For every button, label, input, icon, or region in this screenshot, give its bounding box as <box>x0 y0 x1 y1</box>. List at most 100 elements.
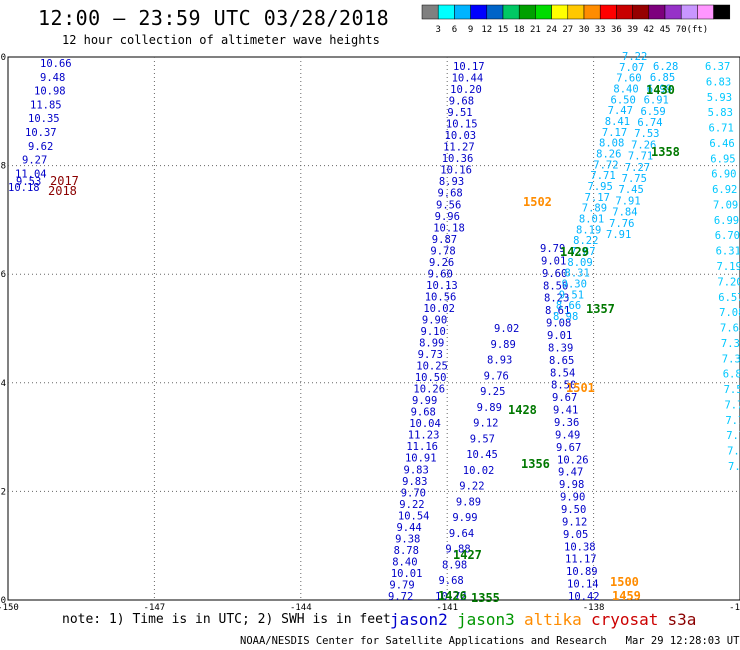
page-title: 12:00 – 23:59 UTC 03/28/2018 <box>38 6 390 30</box>
wave-height-label: 8.61 <box>545 305 570 317</box>
wave-height-label: 9.73 <box>418 349 443 361</box>
wave-height-label: 7. <box>727 446 740 458</box>
x-tick-labels: -150 -147 -144 -141 -138 -135 <box>0 603 740 613</box>
wave-height-label: 7.38 <box>721 338 740 350</box>
wave-height-label: 9.67 <box>552 392 577 404</box>
wave-height-label: 8.65 <box>549 355 574 367</box>
wave-height-label: 10.14 <box>567 579 599 591</box>
x-tick-label: -141 <box>436 603 458 613</box>
wave-height-label: 10.26 <box>557 454 589 466</box>
x-tick-label: -144 <box>290 603 312 613</box>
wave-height-label: 10.38 <box>564 541 596 553</box>
pass-time-label: 1501 <box>566 381 595 395</box>
wave-height-label: 9.79 <box>389 579 414 591</box>
wave-height-label: 7.27 <box>625 162 650 174</box>
wave-height-label: 8.93 <box>487 355 512 367</box>
pass-time-labels: 1430 1358 1502 1429 1357 1501 1428 1356 1427 1500… <box>438 83 680 605</box>
colorbar-swatch <box>616 4 633 20</box>
pass-time-label: 1356 <box>521 457 550 471</box>
wave-height-label: 7.07 <box>619 62 644 74</box>
wave-height-label: 9.99 <box>452 512 477 524</box>
y-tick-label: 26 <box>0 270 6 280</box>
colorbar-label: 6 <box>452 25 457 35</box>
colorbar-label: 36 <box>611 25 622 35</box>
wave-height-label: 9.49 <box>555 429 580 441</box>
wave-height-label: 7.7 <box>726 430 740 442</box>
wave-height-label: 6.99 <box>647 83 672 95</box>
y-tick-label: 30 <box>0 53 6 63</box>
colorbar-label: 39 <box>627 25 638 35</box>
colorbar-label: 15 <box>498 25 509 35</box>
wave-height-label: 10.18 <box>433 222 465 234</box>
wave-height-label: 10.02 <box>463 465 495 477</box>
wave-height-label: 10.45 <box>466 449 498 461</box>
colorbar-label: 3 <box>435 25 440 35</box>
wave-height-label: 6.59 <box>640 106 665 118</box>
wave-height-label: 10.13 <box>426 280 458 292</box>
wave-height-label: 7.45 <box>619 184 644 196</box>
wave-height-label: 9.25 <box>480 386 505 398</box>
wave-height-label: 5.93 <box>707 92 732 104</box>
wave-height-label: 9.83 <box>402 476 427 488</box>
wave-height-label: 6.70 <box>715 230 740 242</box>
wave-height-label: 9.02 <box>494 323 519 335</box>
colorbar-swatch <box>664 4 682 20</box>
wave-height-label: 9.68 <box>437 188 462 200</box>
wave-height-label: 9.48 <box>40 72 65 84</box>
colorbar-swatch <box>535 4 552 20</box>
pass-time-label: 1502 <box>523 195 552 209</box>
wave-height-label: 7.09 <box>713 199 738 211</box>
wave-height-label: 9.27 <box>22 155 47 167</box>
colorbar: 3 6 9 12 15 18 21 24 27 30 33 36 39 42 45 70 (ft) <box>421 4 731 35</box>
wave-height-label: 8.23 <box>544 293 569 305</box>
wave-height-label: 11.85 <box>30 99 62 111</box>
pass-time-label: 1459 <box>612 589 641 603</box>
wave-height-label: 5.83 <box>708 107 733 119</box>
wave-height-label: 10.66 <box>40 58 72 70</box>
wave-height-label: 6.57 <box>718 292 740 304</box>
y-tick-label: 22 <box>0 487 6 497</box>
wave-height-label: 8.08 <box>599 138 624 150</box>
wave-height-label: 7.5 <box>724 384 740 396</box>
colorbar-label: 30 <box>579 25 590 35</box>
pass-time-label: 1357 <box>586 302 615 316</box>
wave-height-label: 10.35 <box>28 113 60 125</box>
colorbar-label: 21 <box>530 25 541 35</box>
wave-height-label: 6.91 <box>644 95 669 107</box>
wave-height-label: 10.50 <box>415 372 447 384</box>
wave-height-label: 10.36 <box>442 153 474 165</box>
plot-frame <box>7 56 740 601</box>
wave-height-label: 6.71 <box>709 123 734 135</box>
colorbar-label: 9 <box>468 25 473 35</box>
wave-height-label: 6.28 <box>653 61 678 73</box>
colorbar-swatch <box>437 4 455 20</box>
wave-height-label: 9.05 <box>563 529 588 541</box>
satellite-legend-item: jason3 <box>457 610 515 629</box>
wave-height-label: 9.26 <box>429 257 454 269</box>
wave-height-label: 9.68 <box>449 96 474 108</box>
wave-height-label: 6.74 <box>637 117 662 129</box>
wave-height-label: 9.53 <box>16 176 41 188</box>
wave-height-label: 10.98 <box>34 86 66 98</box>
wave-height-label: 8.31 <box>565 268 590 280</box>
wave-height-label: 7.91 <box>606 229 631 241</box>
wave-height-label: 9.56 <box>436 199 461 211</box>
wave-height-label: 6.99 <box>714 215 739 227</box>
colorbar-swatch <box>421 4 439 20</box>
wave-height-label: 7.20 <box>717 276 740 288</box>
colorbar-swatch <box>648 4 666 20</box>
wave-height-label: 9.68 <box>411 407 436 419</box>
x-tick-label: -150 <box>0 603 19 613</box>
wave-height-label: 8.22 <box>573 235 598 247</box>
pass-time-label: 1429 <box>560 245 589 259</box>
wave-height-label: 10.03 <box>445 130 477 142</box>
colorbar-label: 42 <box>643 25 654 35</box>
wave-height-label: 9.88 <box>445 544 470 556</box>
colorbar-label: 33 <box>595 25 606 35</box>
wave-height-label: 10.91 <box>405 453 437 465</box>
wave-height-label: 8.93 <box>439 176 464 188</box>
wave-height-label: 9.36 <box>554 417 579 429</box>
colorbar-swatch <box>697 4 714 20</box>
wave-height-label: 7.89 <box>582 203 607 215</box>
